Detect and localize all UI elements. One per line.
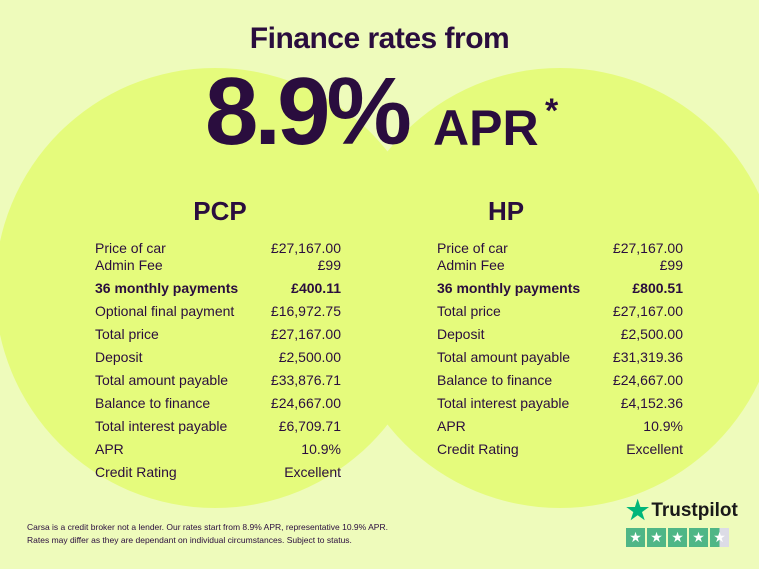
table-row: Total amount payable £33,876.71: [95, 372, 341, 389]
headline: Finance rates from: [249, 22, 510, 55]
row-value: £6,709.71: [278, 418, 341, 434]
row-label: Price of car: [437, 240, 508, 256]
row-label: Total interest payable: [437, 395, 570, 411]
table-row: 36 monthly payments £800.51: [437, 280, 683, 297]
disclaimer-line: Rates may differ as they are dependant o…: [27, 534, 352, 545]
row-value: £99: [317, 257, 341, 273]
disclaimer-line: Carsa is a credit broker not a lender. O…: [27, 522, 388, 532]
row-label: Balance to finance: [95, 395, 211, 411]
row-value: £99: [659, 257, 683, 273]
row-value: £24,667.00: [270, 395, 341, 411]
pcp-table: Price of car £27,167.00 Admin Fee £99 36 mon…: [95, 240, 341, 481]
decorative-circle-right: [340, 68, 759, 508]
table-row: Balance to finance £24,667.00: [437, 372, 683, 389]
row-label: APR: [95, 441, 124, 457]
row-value: £27,167.00: [270, 240, 341, 256]
table-row: 36 monthly payments £400.11: [95, 280, 341, 297]
row-value: £16,972.75: [270, 303, 341, 319]
table-row: Deposit £2,500.00: [437, 326, 683, 343]
table-row: Price of car £27,167.00: [95, 240, 341, 257]
row-label: 36 monthly payments: [95, 280, 239, 296]
row-label: Deposit: [95, 349, 143, 365]
row-value: Excellent: [284, 464, 341, 480]
hp-title: HP: [487, 196, 525, 226]
star-icon: ★: [626, 528, 645, 547]
row-value: 10.9%: [301, 441, 341, 457]
disclaimer: Carsa is a credit broker not a lender. O…: [27, 521, 388, 546]
row-label: Total price: [437, 303, 501, 319]
table-row: APR 10.9%: [437, 418, 683, 435]
row-value: £27,167.00: [612, 303, 683, 319]
row-value: £31,319.36: [612, 349, 683, 365]
row-label: Credit Rating: [95, 464, 177, 480]
table-row: Price of car £27,167.00: [437, 240, 683, 257]
row-label: Admin Fee: [437, 257, 505, 273]
table-row: Total amount payable £31,319.36: [437, 349, 683, 366]
table-row: Total interest payable £4,152.36: [437, 395, 683, 412]
row-value: £27,167.00: [612, 240, 683, 256]
row-value: £33,876.71: [270, 372, 341, 388]
table-row: Total price £27,167.00: [437, 303, 683, 320]
row-label: Total amount payable: [95, 372, 229, 388]
table-row: Deposit £2,500.00: [95, 349, 341, 366]
row-label: Total interest payable: [95, 418, 228, 434]
row-value: £24,667.00: [612, 372, 683, 388]
star-icon: ★: [668, 528, 687, 547]
row-label: Credit Rating: [437, 441, 519, 457]
row-value: £4,152.36: [620, 395, 683, 411]
trustpilot-label: Trustpilot: [651, 499, 738, 521]
table-row: Optional final payment £16,972.75: [95, 303, 341, 320]
row-label: Total price: [95, 326, 159, 342]
rate-suffix: APR: [433, 100, 539, 156]
row-label: Deposit: [437, 326, 485, 342]
row-label: 36 monthly payments: [437, 280, 581, 296]
table-row: Admin Fee £99: [95, 257, 341, 274]
asterisk: *: [545, 92, 559, 130]
row-label: Total amount payable: [437, 349, 571, 365]
row-value: £800.51: [632, 280, 683, 296]
trustpilot-badge[interactable]: ★ Trustpilot ★ ★ ★ ★ ★: [626, 495, 738, 547]
row-value: £27,167.00: [270, 326, 341, 342]
table-row: Admin Fee £99: [437, 257, 683, 274]
table-row: Balance to finance £24,667.00: [95, 395, 341, 412]
row-label: APR: [437, 418, 466, 434]
star-icon: ★: [689, 528, 708, 547]
table-row: Total interest payable £6,709.71: [95, 418, 341, 435]
row-value: £2,500.00: [278, 349, 341, 365]
table-row: Credit Rating Excellent: [95, 464, 341, 481]
table-row: Total price £27,167.00: [95, 326, 341, 343]
row-label: Price of car: [95, 240, 166, 256]
row-label: Admin Fee: [95, 257, 163, 273]
trustpilot-rating: ★ ★ ★ ★ ★: [626, 528, 738, 547]
row-value: £2,500.00: [620, 326, 683, 342]
table-row: APR 10.9%: [95, 441, 341, 458]
row-label: Balance to finance: [437, 372, 553, 388]
row-label: Optional final payment: [95, 303, 235, 319]
rate-value: 8.9%: [205, 58, 412, 165]
star-icon: ★: [647, 528, 666, 547]
row-value: £400.11: [291, 280, 341, 296]
star-icon: ★: [626, 495, 650, 525]
hp-table: Price of car £27,167.00 Admin Fee £99 36 mon…: [437, 240, 683, 458]
row-value: Excellent: [626, 441, 683, 457]
pcp-title: PCP: [193, 196, 247, 226]
table-row: Credit Rating Excellent: [437, 441, 683, 458]
row-value: 10.9%: [643, 418, 683, 434]
half-star-icon: ★: [710, 528, 729, 547]
